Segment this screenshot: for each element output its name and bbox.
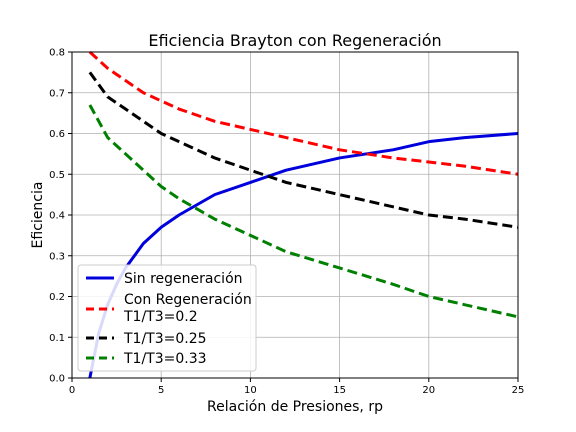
legend-label-sin-regeneracion: Sin regeneración [124,271,243,287]
legend-label-t1t3-033: T1/T3=0.33 [123,351,207,367]
x-tick-label: 0 [69,385,75,396]
legend-label-con-regeneracion: Con Regeneración [124,292,252,308]
y-tick-label: 0.3 [49,251,65,262]
legend-label-t1t3-025: T1/T3=0.25 [123,331,207,347]
y-tick-label: 0.8 [49,48,65,59]
x-tick-label: 15 [333,385,346,396]
legend-label-t1t3-02: T1/T3=0.2 [123,309,198,325]
y-tick-label: 0.6 [49,129,65,140]
x-axis: 0 5 10 15 20 25 [69,378,525,396]
x-tick-label: 5 [158,385,164,396]
y-tick-label: 0.4 [49,211,65,222]
series-line-1 [88,50,519,176]
chart-title: Eficiencia Brayton con Regeneración [148,31,441,50]
x-axis-label: Relación de Presiones, rp [207,399,383,415]
y-axis-label: Eficiencia [30,182,46,249]
y-axis: 0.0 0.1 0.2 0.3 0.4 0.5 0.6 0.7 0.8 [49,48,72,385]
legend-box [77,264,257,372]
series-line-2 [88,71,519,229]
x-tick-label: 20 [422,385,435,396]
y-tick-label: 0.0 [49,374,65,385]
y-tick-label: 0.7 [49,88,65,99]
legend: Sin regeneración Con Regeneración T1/T3=… [77,264,257,372]
y-tick-label: 0.5 [49,170,65,181]
x-tick-label: 10 [244,385,257,396]
x-tick-label: 25 [512,385,525,396]
y-tick-label: 0.1 [49,333,65,344]
series-line-3 [88,104,519,319]
y-tick-label: 0.2 [49,292,65,303]
